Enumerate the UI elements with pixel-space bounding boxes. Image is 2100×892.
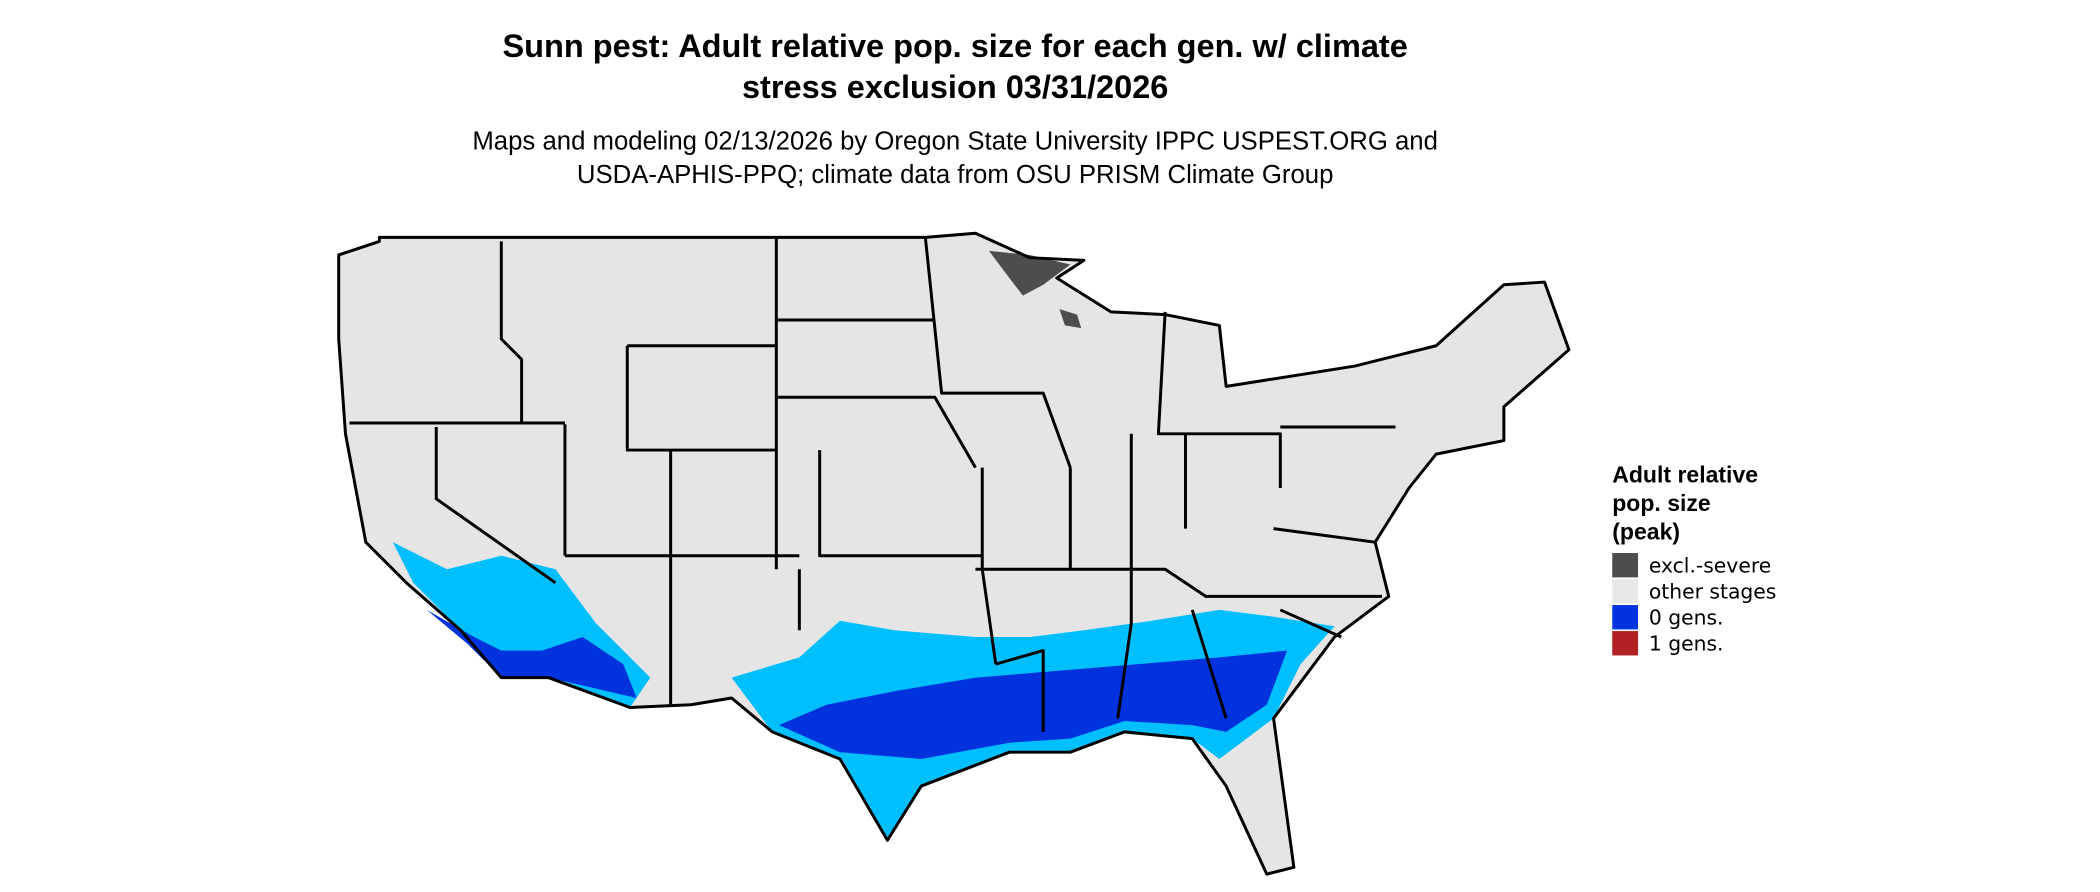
- legend-label: other stages: [1649, 580, 1777, 604]
- legend-swatch: [1612, 631, 1638, 656]
- subtitle: Maps and modeling 02/13/2026 by Oregon S…: [472, 127, 1438, 155]
- subtitle: USDA-APHIS-PPQ; climate data from OSU PR…: [577, 161, 1334, 189]
- legend-title: Adult relative: [1612, 462, 1758, 488]
- legend-swatch: [1612, 605, 1638, 630]
- legend-swatch: [1612, 553, 1638, 578]
- legend-swatch: [1612, 579, 1638, 604]
- title: Sunn pest: Adult relative pop. size for …: [502, 28, 1407, 64]
- title: stress exclusion 03/31/2026: [742, 69, 1168, 105]
- legend: Adult relative pop. size (peak) excl.-se…: [1612, 462, 1776, 656]
- legend-title: (peak): [1612, 518, 1680, 544]
- legend-label: 0 gens.: [1649, 606, 1724, 630]
- legend-label: 1 gens.: [1649, 632, 1724, 656]
- legend-label: excl.-severe: [1649, 554, 1771, 578]
- legend-title: pop. size: [1612, 490, 1711, 516]
- us-map: [337, 231, 1571, 876]
